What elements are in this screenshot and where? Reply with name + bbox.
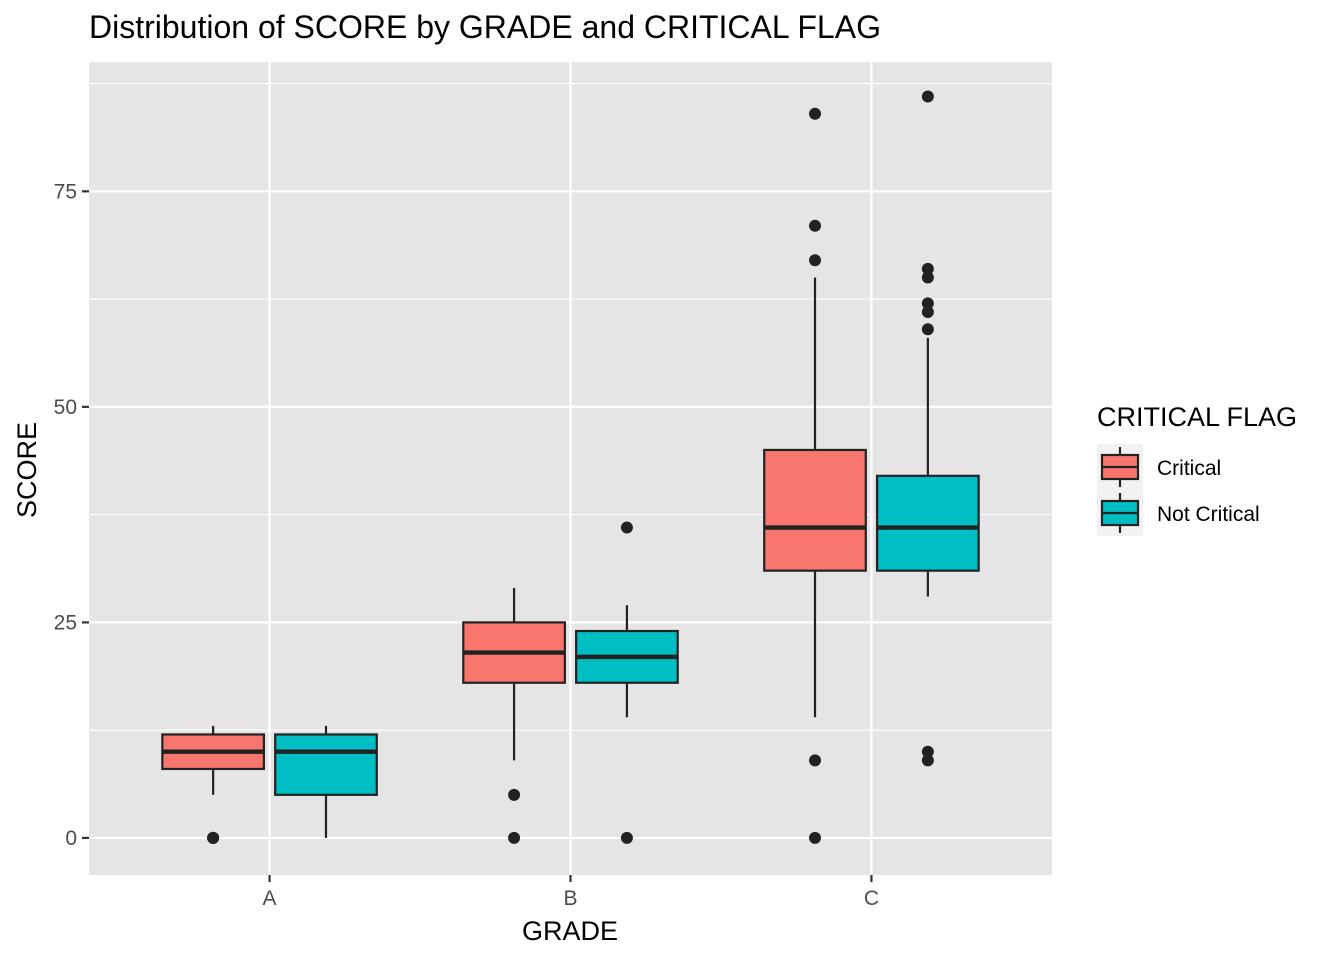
x-tick-label: B <box>563 887 577 910</box>
legend-title: CRITICAL FLAG <box>1097 402 1297 432</box>
outlier-point <box>921 306 934 319</box>
box-critical-b <box>462 587 566 844</box>
outlier-point <box>921 262 934 275</box>
box-not-critical-c <box>875 90 980 767</box>
box-not-critical-a <box>274 725 378 838</box>
outlier-point <box>508 788 521 801</box>
box-iqr <box>875 474 980 572</box>
outlier-point <box>921 745 934 758</box>
box-iqr <box>274 733 378 796</box>
box-critical-c <box>763 107 867 844</box>
x-tick-label: C <box>864 887 879 910</box>
legend-key-critical: Critical <box>1097 444 1221 490</box>
outlier-point <box>620 831 633 844</box>
y-tick-label: 0 <box>65 827 77 850</box>
legend-key-not-critical: Not Critical <box>1097 490 1260 536</box>
y-tick-label: 25 <box>54 611 77 634</box>
x-axis-title: GRADE <box>522 916 618 946</box>
box-critical-a <box>161 725 266 844</box>
legend: CRITICAL FLAG Critical Not Critical <box>1097 402 1297 536</box>
outlier-point <box>809 219 822 232</box>
y-axis-title: SCORE <box>12 422 42 518</box>
outlier-point <box>921 323 934 336</box>
legend-label: Critical <box>1157 457 1221 480</box>
outlier-point <box>207 831 220 844</box>
y-tick-label: 75 <box>54 180 77 203</box>
outlier-point <box>620 521 633 534</box>
outlier-point <box>921 90 934 103</box>
x-axis: A B C <box>263 875 879 910</box>
box-not-critical-b <box>575 521 679 844</box>
legend-keys: Critical Not Critical <box>1097 444 1260 536</box>
box-iqr <box>763 448 867 572</box>
legend-label: Not Critical <box>1157 503 1260 526</box>
outlier-point <box>921 754 934 767</box>
outlier-point <box>921 271 934 284</box>
outlier-point <box>809 254 822 267</box>
x-tick-label: A <box>263 887 277 910</box>
outlier-point <box>809 754 822 767</box>
outlier-point <box>809 107 822 120</box>
major-gridlines <box>89 62 1052 875</box>
outlier-point <box>809 831 822 844</box>
y-tick-label: 50 <box>54 396 77 419</box>
box-layer <box>161 90 980 844</box>
outlier-point <box>508 831 521 844</box>
y-axis: 0 25 50 75 <box>54 180 89 850</box>
outlier-point <box>921 297 934 310</box>
chart-title: Distribution of SCORE by GRADE and CRITI… <box>89 9 881 45</box>
